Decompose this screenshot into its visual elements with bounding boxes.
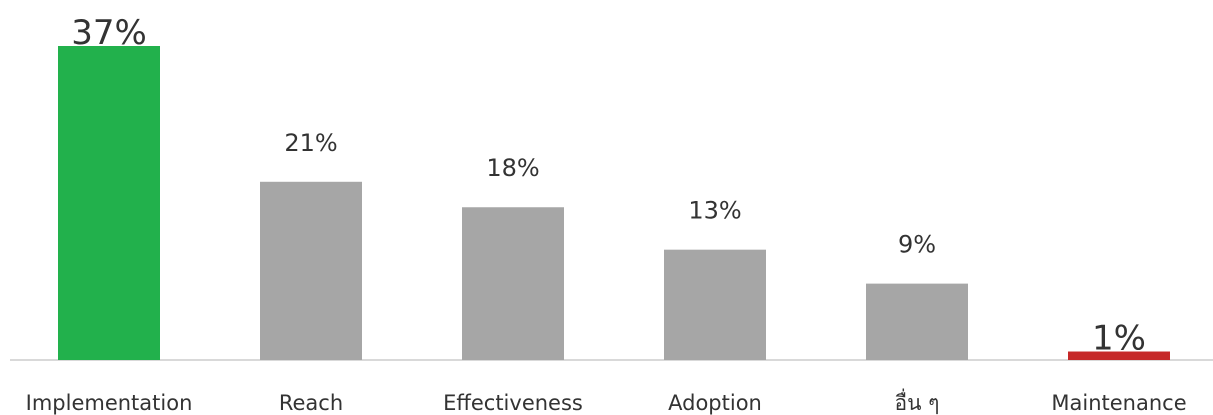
value-label-2: 21% <box>284 129 337 157</box>
value-label-4: 13% <box>688 197 741 225</box>
category-label-3: Effectiveness <box>443 391 583 415</box>
value-label-6: 1% <box>1092 319 1146 359</box>
category-label-1: Implementation <box>26 391 193 415</box>
bar-4 <box>664 249 766 360</box>
value-label-3: 18% <box>486 154 539 182</box>
bar-3 <box>462 207 564 360</box>
bar-5 <box>866 283 968 360</box>
value-label-1: 37% <box>71 13 147 53</box>
value-label-5: 9% <box>898 231 936 259</box>
category-label-4: Adoption <box>668 391 762 415</box>
category-label-6: Maintenance <box>1051 391 1186 415</box>
category-label-5: อื่น ๆ <box>895 388 940 415</box>
bar-6 <box>1068 351 1170 360</box>
bar-1 <box>58 46 160 360</box>
category-label-2: Reach <box>279 391 343 415</box>
bar-2 <box>260 181 362 360</box>
